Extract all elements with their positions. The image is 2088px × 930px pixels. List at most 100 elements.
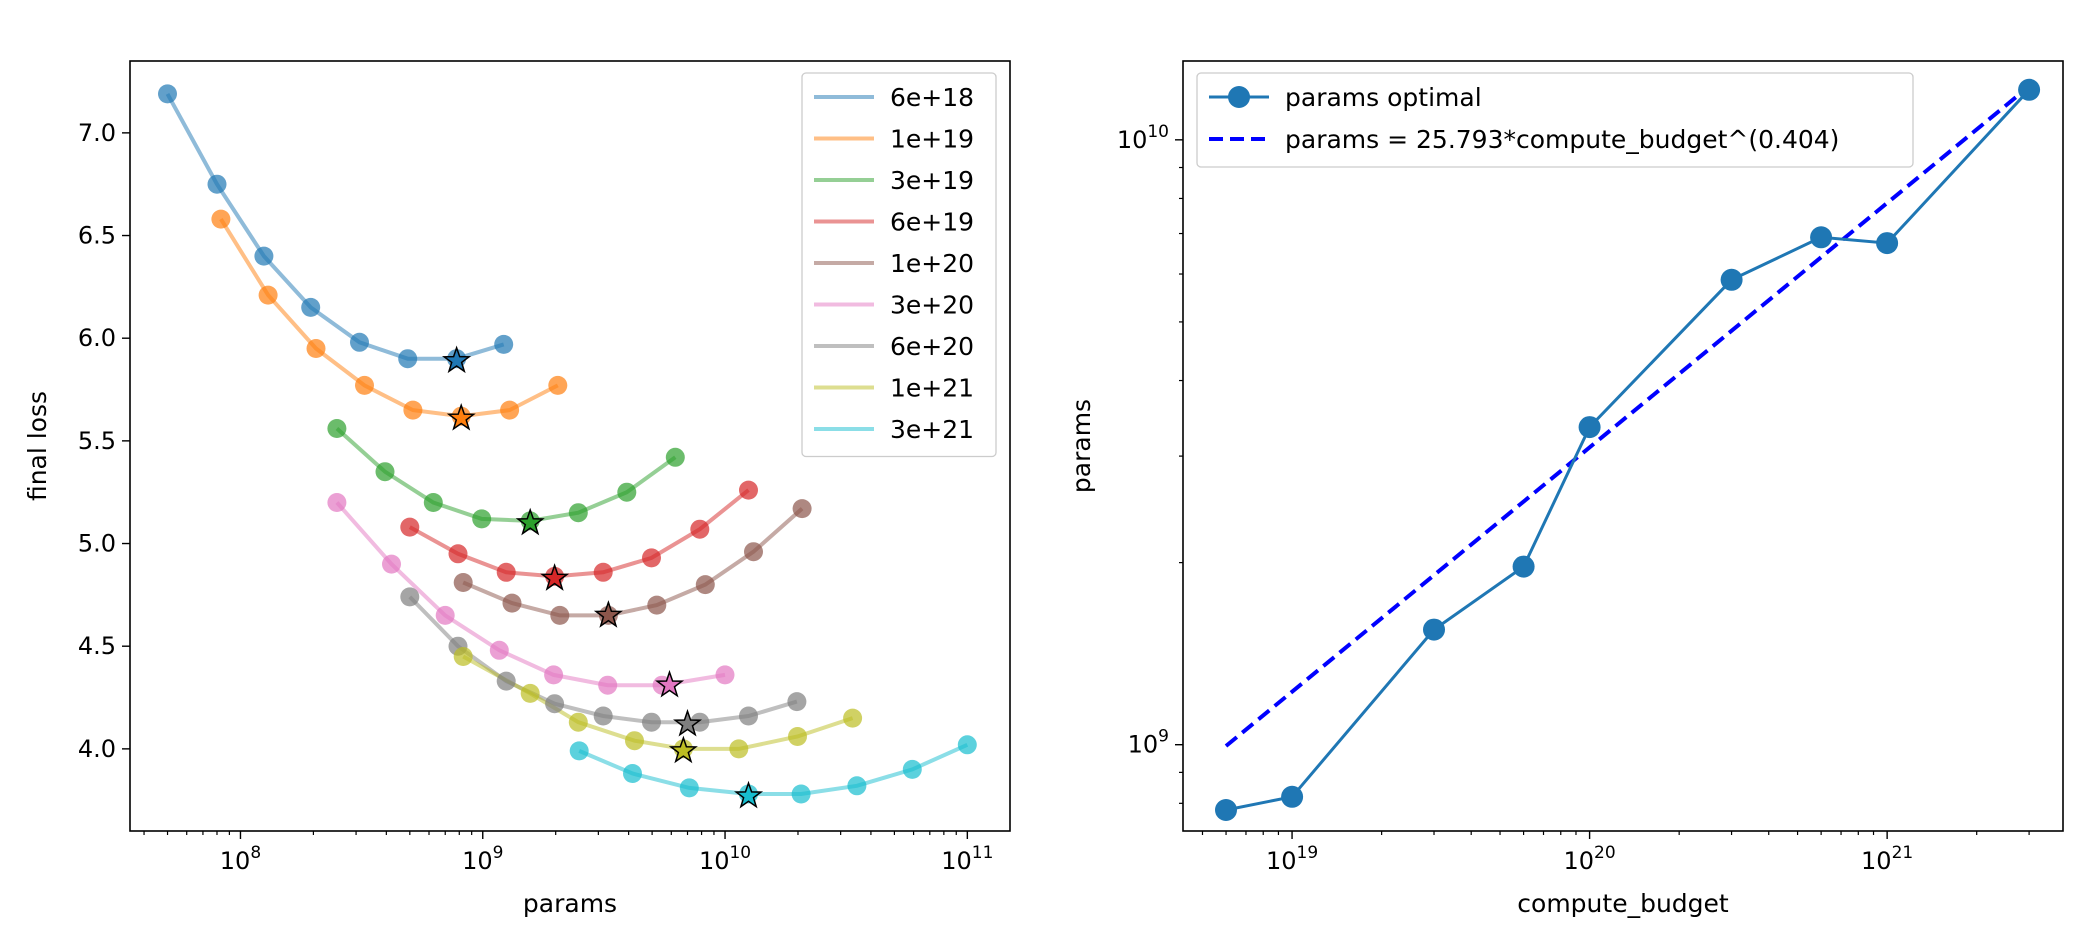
point-6e-18	[301, 297, 321, 317]
optimum-star-1e-21	[668, 735, 698, 764]
point-6e-20	[690, 712, 710, 732]
point-1e-20	[744, 542, 763, 562]
params-optimal-point	[1215, 799, 1237, 821]
x-tick-label: 1020	[1564, 843, 1616, 875]
legend-box	[1196, 72, 1914, 168]
left-legend: 6e+18 1e+19 3e+19 6e+19 1e+20 3e+20 6e+20 1e+21…	[801, 72, 997, 458]
legend-entry-6e-19: 6e+19	[890, 208, 974, 237]
x-tick-label: 1011	[941, 843, 993, 875]
point-1e-19	[548, 375, 568, 395]
point-3e-21	[569, 741, 589, 761]
point-6e-20	[496, 671, 516, 691]
point-6e-18	[398, 349, 418, 369]
legend-entry-3e-21: 3e+21	[890, 415, 974, 444]
point-6e-19	[400, 517, 420, 537]
params-optimal-point	[1512, 555, 1535, 578]
legend-box	[801, 72, 997, 458]
point-1e-20	[502, 593, 522, 613]
legend-entry-1e-21: 1e+21	[890, 374, 974, 403]
point-6e-19	[496, 562, 516, 582]
point-3e-21	[847, 776, 867, 796]
point-3e-20	[435, 605, 455, 625]
right-x-axis-label: compute_budget	[1517, 889, 1729, 918]
point-6e-20	[593, 706, 613, 726]
point-1e-19	[500, 400, 520, 420]
point-3e-20	[598, 675, 618, 695]
right-y-ticks: 109 1010	[1117, 122, 1183, 804]
x-tick-label: 108	[220, 843, 261, 875]
point-3e-19	[423, 493, 443, 512]
params-optimal-point	[1810, 226, 1833, 249]
x-tick-label: 1021	[1861, 843, 1913, 875]
optimum-star-1e-19	[446, 403, 476, 431]
point-1e-21	[453, 647, 473, 666]
point-1e-20	[550, 605, 570, 625]
params-optimal-point	[1578, 416, 1601, 439]
params-optimal-point	[2018, 78, 2041, 101]
point-3e-19	[665, 447, 685, 467]
point-3e-20	[382, 554, 401, 574]
point-3e-19	[375, 462, 395, 482]
y-tick-label: 4.0	[78, 735, 116, 763]
point-6e-20	[787, 692, 807, 712]
point-6e-20	[400, 587, 420, 607]
loss-markers	[158, 84, 977, 804]
left-y-axis-label: final loss	[23, 391, 52, 501]
point-6e-19	[690, 519, 710, 539]
legend-entry-3e-20: 3e+20	[890, 291, 974, 320]
optimum-stars	[442, 345, 764, 809]
point-1e-21	[843, 708, 863, 728]
legend-entry-1e-20: 1e+20	[890, 249, 974, 278]
point-6e-19	[593, 562, 613, 582]
point-6e-19	[739, 480, 758, 500]
optimum-star-6e-19	[540, 563, 570, 591]
point-3e-21	[679, 778, 699, 798]
point-3e-19	[568, 503, 588, 523]
point-1e-21	[729, 739, 749, 759]
right-x-ticks: 1019 1020 1021	[1201, 831, 2030, 875]
x-tick-label: 1010	[699, 843, 751, 875]
point-1e-19	[211, 209, 231, 229]
params-optimal-point	[1876, 232, 1899, 255]
fit-line	[1224, 84, 2031, 748]
y-tick-label: 6.0	[78, 324, 116, 352]
optimum-star-6e-18	[442, 345, 472, 374]
x-tick-label: 109	[462, 843, 503, 875]
left-x-ticks: 108 109 1010 1011	[143, 831, 993, 875]
params-vs-compute-panel: 1019 1020 1021 109 1010 compute_budget para…	[1067, 60, 2064, 918]
point-1e-20	[695, 575, 715, 595]
y-tick-label: 5.5	[78, 427, 116, 455]
right-y-axis-label: params	[1067, 399, 1096, 493]
point-3e-19	[327, 419, 347, 438]
point-6e-19	[642, 548, 661, 568]
point-1e-20	[792, 499, 812, 519]
y-tick-label: 1010	[1117, 122, 1169, 154]
point-1e-20	[647, 595, 667, 615]
point-1e-21	[625, 731, 644, 751]
point-1e-20	[453, 573, 473, 592]
point-6e-18	[254, 246, 274, 266]
point-1e-19	[403, 400, 423, 420]
y-tick-label: 5.0	[78, 530, 116, 558]
x-tick-label: 1019	[1266, 843, 1318, 875]
legend-entry-1e-19: 1e+19	[890, 125, 974, 154]
legend-entry-fit: params = 25.793*compute_budget^(0.404)	[1285, 125, 1839, 154]
params-optimal-point	[1281, 785, 1304, 808]
point-3e-20	[327, 493, 347, 512]
right-plot-frame	[1182, 60, 2064, 832]
optimum-star-1e-20	[593, 600, 623, 628]
right-legend: params optimal params = 25.793*compute_bu…	[1196, 72, 1914, 168]
loss-vs-params-panel: 108 109 1010 1011 4.0 4.5 5.0 5.5 6.0 6.5 7.0 par…	[23, 60, 1011, 918]
left-x-axis-label: params	[523, 889, 617, 918]
point-1e-21	[520, 683, 540, 703]
point-3e-21	[791, 784, 811, 804]
point-6e-18	[494, 334, 514, 354]
series-line-1e-19	[219, 218, 559, 419]
params-optimal-line	[1225, 88, 2031, 812]
legend-entry-3e-19: 3e+19	[890, 166, 974, 195]
point-3e-19	[472, 509, 492, 529]
left-plot-frame	[129, 60, 1011, 832]
point-3e-19	[617, 482, 637, 502]
params-optimal-point	[1720, 268, 1743, 291]
